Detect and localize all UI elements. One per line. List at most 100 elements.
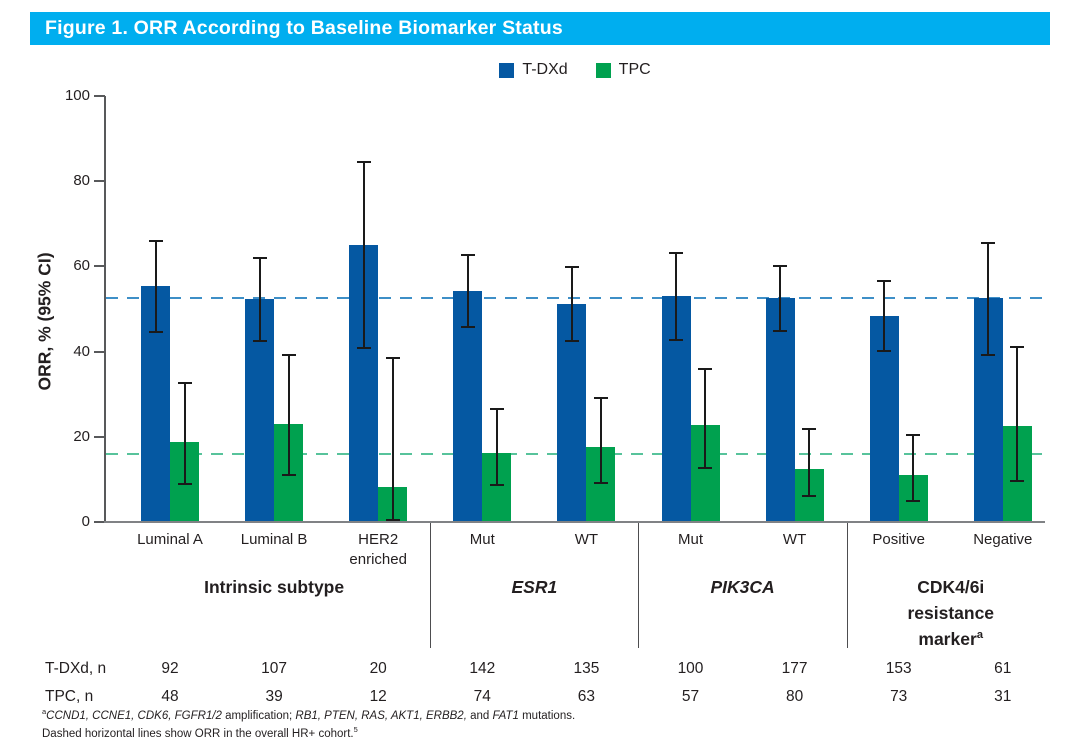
n-table-row-label: T-DXd, n	[45, 660, 107, 677]
n-table-value: 92	[161, 660, 179, 677]
error-bar-cap-top	[773, 264, 788, 267]
n-table-value: 135	[573, 660, 600, 677]
n-table-value: 80	[785, 688, 804, 705]
error-bar-cap-top	[981, 242, 996, 245]
error-bar-cap-top	[148, 240, 163, 243]
y-tick-label: 20	[73, 427, 90, 445]
y-tick-label: 0	[81, 513, 90, 530]
footnote-line: Dashed horizontal lines show ORR in the …	[42, 726, 358, 742]
error-bar-line	[1016, 346, 1019, 482]
n-table-value: 142	[469, 660, 496, 677]
legend-swatch-icon	[595, 62, 611, 78]
reference-line-t-dxd	[106, 297, 1044, 300]
y-axis-tick	[94, 95, 105, 97]
error-bar-line	[258, 257, 261, 342]
error-bar-cap-bottom	[877, 349, 892, 352]
footnote-segment: CCND1, CCNE1, CDK6, FGFR1/2	[46, 710, 222, 722]
legend-item-tpc: TPC	[595, 61, 651, 79]
bar-t-dxd	[765, 298, 795, 522]
footnote-segment: Dashed horizontal lines show ORR in the …	[42, 728, 354, 740]
error-bar-cap-bottom	[1010, 480, 1025, 483]
error-bar-cap-bottom	[802, 494, 817, 497]
category-label: Positive	[872, 531, 925, 548]
footnote-segment: mutations.	[518, 710, 576, 722]
error-bar-cap-top	[252, 256, 267, 259]
y-axis-tick	[94, 180, 105, 183]
group-label-superscript: a	[976, 629, 984, 642]
group-label: PIK3CA	[710, 577, 775, 597]
error-bar-line	[287, 354, 290, 475]
n-table-value: 48	[161, 688, 179, 705]
error-bar-cap-bottom	[489, 483, 504, 486]
error-bar-line	[391, 357, 394, 520]
y-tick-label: 60	[73, 257, 90, 275]
category-label: WT	[782, 531, 807, 548]
group-separator	[638, 523, 640, 648]
x-axis-line	[104, 521, 1045, 523]
error-bar-line	[362, 161, 365, 349]
group-separator	[846, 523, 848, 648]
category-label: WT	[574, 531, 599, 548]
n-table-value: 12	[369, 688, 387, 705]
y-tick-label: 80	[73, 172, 90, 190]
legend: T-DXd TPC	[105, 60, 1045, 80]
error-bar-line	[466, 255, 469, 328]
n-table-value: 107	[261, 660, 288, 677]
legend-swatch-icon	[499, 62, 515, 78]
error-bar-cap-top	[593, 397, 608, 400]
error-bar-line	[154, 241, 157, 332]
error-bar-cap-bottom	[281, 473, 296, 476]
error-bar-line	[987, 243, 990, 355]
category-label: Mut	[469, 531, 495, 548]
y-axis-tick	[94, 265, 105, 268]
error-bar-cap-top	[177, 382, 192, 385]
n-table-value: 61	[994, 660, 1012, 677]
error-bar-cap-bottom	[460, 326, 475, 329]
error-bar-cap-top	[1010, 345, 1025, 348]
error-bar-cap-top	[564, 266, 579, 269]
error-bar-cap-top	[385, 356, 400, 359]
error-bar-line	[599, 398, 602, 484]
n-table-row-label: TPC, n	[45, 688, 94, 705]
error-bar-cap-bottom	[385, 518, 400, 521]
y-axis-tick	[94, 435, 105, 438]
figure-title-bar: Figure 1. ORR According to Baseline Biom…	[30, 12, 1050, 45]
n-table-value: 39	[265, 688, 283, 705]
category-label: Luminal A	[137, 531, 203, 548]
error-bar-cap-bottom	[356, 347, 371, 350]
category-label: HER2 enriched	[349, 531, 407, 568]
footnote-segment: 5	[353, 725, 358, 735]
footnote-segment: a	[42, 707, 47, 717]
error-bar-cap-top	[669, 252, 683, 255]
y-axis-tick	[94, 521, 105, 523]
legend-label: TPC	[618, 61, 651, 78]
y-axis-line	[104, 96, 106, 523]
legend-label: T-DXd	[522, 61, 568, 78]
n-table-value: 31	[994, 688, 1012, 705]
n-table-value: 74	[473, 688, 491, 705]
error-bar-cap-top	[698, 368, 712, 371]
error-bar-cap-bottom	[906, 500, 921, 503]
error-bar-cap-bottom	[177, 483, 192, 486]
error-bar-cap-bottom	[593, 482, 608, 485]
error-bar-cap-top	[877, 279, 892, 282]
n-table-value: 73	[890, 688, 908, 705]
error-bar-line	[779, 265, 782, 331]
error-bar-cap-bottom	[698, 466, 712, 469]
error-bar-line	[883, 280, 886, 351]
category-label: Negative	[973, 531, 1033, 548]
error-bar-line	[808, 429, 811, 496]
footnote-segment: and	[466, 710, 493, 722]
bar-t-dxd	[453, 291, 483, 522]
error-bar-cap-top	[906, 433, 921, 436]
n-table-value: 100	[677, 660, 704, 677]
y-tick-label: 100	[64, 87, 90, 104]
category-label: Luminal B	[240, 531, 308, 548]
error-bar-cap-top	[356, 160, 371, 163]
group-label: ESR1	[511, 577, 558, 597]
footnote-segment: amplification;	[221, 710, 296, 722]
legend-item-t-dxd: T-DXd	[499, 61, 568, 79]
error-bar-cap-bottom	[564, 340, 579, 343]
